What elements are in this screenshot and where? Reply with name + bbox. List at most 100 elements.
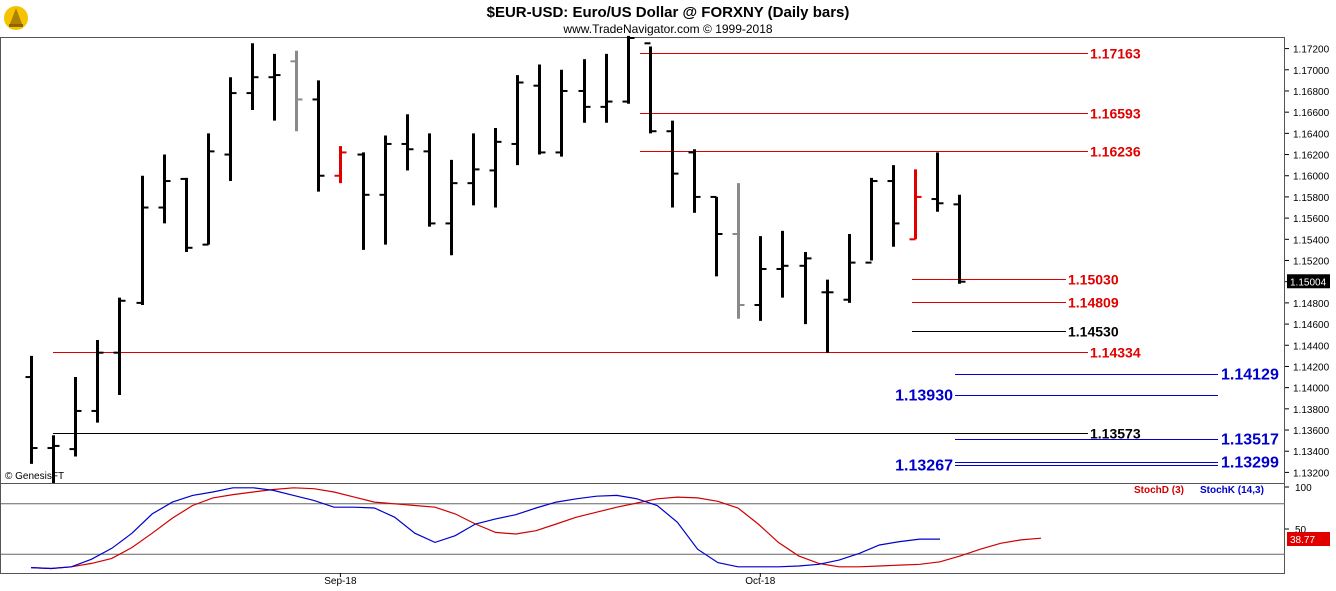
stoch-tick-label: 100	[1295, 483, 1312, 494]
price-tick-label: 1.15200	[1293, 257, 1330, 268]
price-bar	[666, 120, 679, 208]
level-label: 1.13517	[1221, 432, 1279, 449]
price-tick-label: 1.16800	[1293, 87, 1330, 98]
price-bar	[25, 355, 38, 464]
price-bar	[821, 279, 834, 353]
price-bar	[799, 252, 812, 325]
price-bar	[423, 133, 436, 227]
trade-navigator-logo-icon	[4, 6, 28, 30]
price-bar	[622, 35, 635, 104]
price-tick-label: 1.14600	[1293, 320, 1330, 331]
price-bar	[754, 236, 767, 321]
level-label: 1.13267	[895, 458, 953, 475]
last-price-label: 1.15004	[1290, 277, 1327, 288]
level-label: 1.14809	[1068, 295, 1119, 311]
level-label: 1.13573	[1090, 426, 1141, 442]
stoch-last-value-badge: 38.77	[1287, 532, 1330, 546]
stochk-line	[30, 487, 940, 570]
price-tick-label: 1.17200	[1293, 45, 1330, 56]
chart-title: $EUR-USD: Euro/US Dollar @ FORXNY (Daily…	[487, 4, 850, 21]
level-label: 1.13930	[895, 388, 953, 405]
price-bar	[600, 53, 613, 123]
level-label: 1.14334	[1090, 345, 1141, 361]
price-bar	[909, 169, 922, 241]
level-label: 1.17163	[1090, 46, 1141, 62]
level-label: 1.16593	[1090, 106, 1141, 122]
legend-stochd: StochD (3)	[1134, 485, 1184, 496]
price-bar	[246, 43, 259, 111]
stochastic-panel-frame	[0, 483, 1285, 574]
price-tick-label: 1.15400	[1293, 235, 1330, 246]
price-bar	[578, 59, 591, 123]
price-bar	[47, 435, 60, 483]
price-bar	[401, 114, 414, 171]
price-bar	[379, 135, 392, 245]
stoch-tick-label: 50	[1295, 525, 1307, 536]
price-bars	[25, 35, 966, 483]
price-panel-frame	[0, 37, 1285, 484]
price-tick-label: 1.16000	[1293, 172, 1330, 183]
price-bar	[467, 133, 480, 206]
date-tick-label: Oct-18	[745, 576, 775, 587]
price-bar	[268, 53, 281, 121]
level-label: 1.15030	[1068, 272, 1119, 288]
price-bar	[91, 339, 104, 423]
price-bar	[887, 165, 900, 247]
level-label: 1.13299	[1221, 455, 1279, 472]
price-bar	[202, 133, 215, 246]
stoch-last-value: 38.77	[1290, 535, 1315, 546]
price-bar	[136, 175, 149, 305]
price-bar	[334, 146, 347, 184]
price-bar	[688, 149, 701, 213]
price-bar	[445, 159, 458, 256]
price-tick-label: 1.15600	[1293, 214, 1330, 225]
price-bar	[290, 50, 303, 132]
level-lines: 1.17163 1.16593 1.16236 1.15030 1.14809 1.145…	[53, 46, 1279, 475]
level-label: 1.14129	[1221, 367, 1279, 384]
price-tick-label: 1.16600	[1293, 108, 1330, 119]
level-label: 1.16236	[1090, 144, 1141, 160]
last-price-badge: 1.15004	[1287, 274, 1330, 289]
price-bar	[931, 152, 944, 212]
price-tick-label: 1.17000	[1293, 66, 1330, 77]
price-bar	[953, 194, 966, 284]
price-bar	[511, 75, 524, 166]
genesis-watermark: © GenesisFT	[5, 471, 64, 482]
stochastic-indicator: 100 50	[1, 483, 1312, 570]
price-bar	[555, 69, 568, 157]
stochd-line	[30, 487, 1042, 570]
price-tick-label: 1.14000	[1293, 384, 1330, 395]
price-bar	[710, 195, 723, 277]
price-bar	[489, 128, 502, 208]
price-bar	[312, 80, 325, 192]
price-tick-label: 1.14400	[1293, 341, 1330, 352]
price-bar	[158, 154, 171, 224]
price-bar	[865, 177, 878, 264]
chart-subtitle: www.TradeNavigator.com © 1999-2018	[562, 22, 772, 36]
price-bar	[69, 377, 82, 457]
price-tick-label: 1.13400	[1293, 447, 1330, 458]
price-tick-label: 1.13200	[1293, 468, 1330, 479]
price-bar	[113, 297, 126, 396]
price-tick-label: 1.15800	[1293, 193, 1330, 204]
price-axis: 1.17200 1.17000 1.16800 1.16600 1.16400 1.162…	[1285, 45, 1330, 479]
price-bar	[224, 77, 237, 182]
level-label: 1.14530	[1068, 324, 1119, 340]
price-tick-label: 1.13800	[1293, 405, 1330, 416]
price-bar	[644, 42, 657, 134]
price-bar	[776, 230, 789, 298]
price-bar	[357, 152, 370, 250]
price-bar	[533, 64, 546, 155]
price-tick-label: 1.14800	[1293, 299, 1330, 310]
price-tick-label: 1.16200	[1293, 151, 1330, 162]
price-bar	[180, 177, 193, 253]
price-tick-label: 1.14200	[1293, 362, 1330, 373]
legend-stochk: StochK (14,3)	[1200, 485, 1264, 496]
price-tick-label: 1.16400	[1293, 129, 1330, 140]
date-tick-label: Sep-18	[324, 576, 357, 587]
date-axis: Sep-18 Oct-18	[324, 573, 776, 587]
price-tick-label: 1.13600	[1293, 426, 1330, 437]
price-bar	[843, 234, 856, 303]
